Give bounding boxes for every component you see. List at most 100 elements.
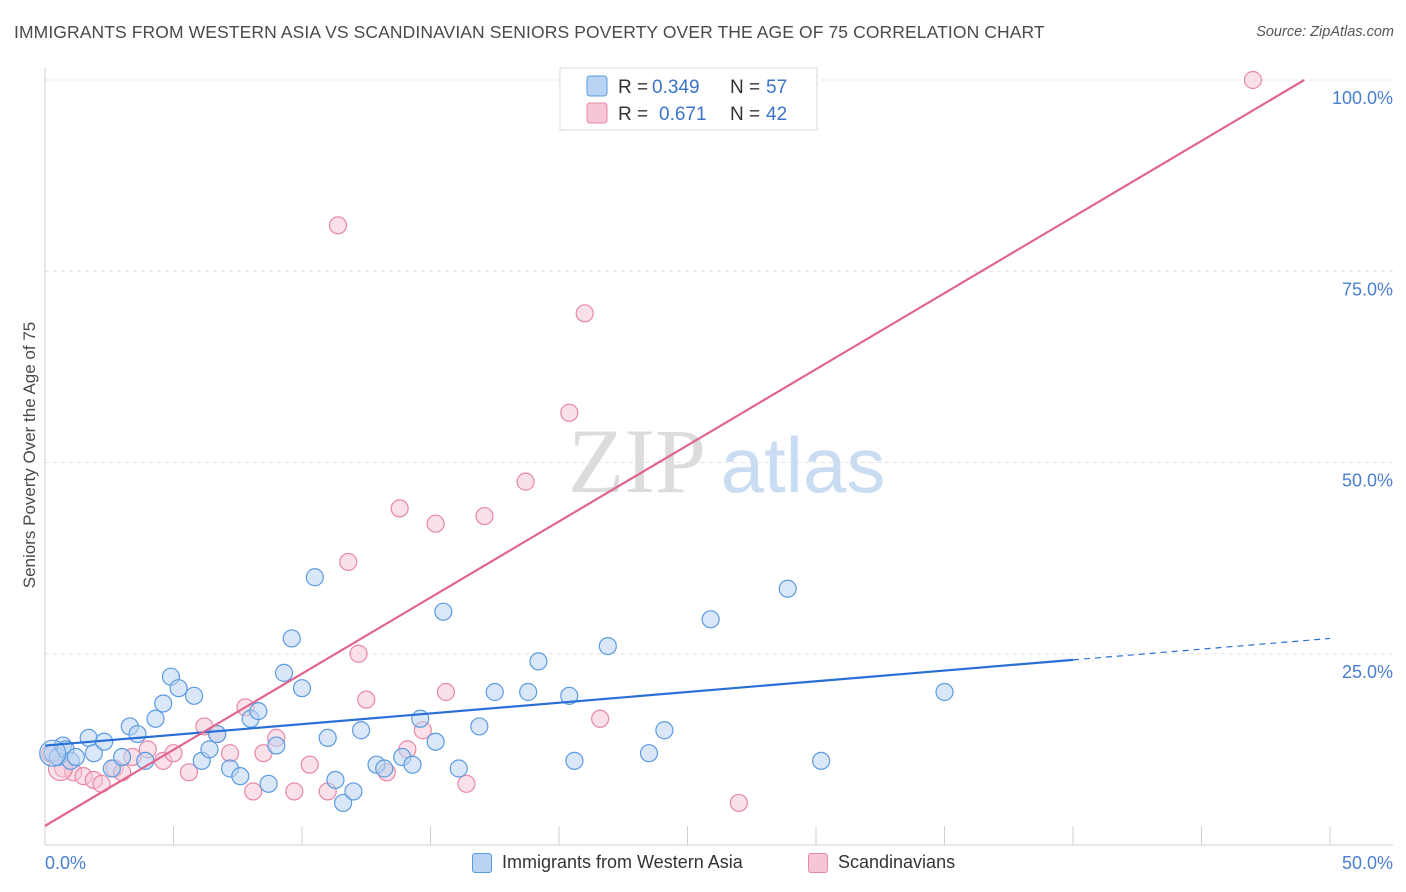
western-asia-point — [231, 767, 250, 786]
western-asia-point — [200, 740, 219, 759]
scandinavians-point — [575, 304, 594, 323]
scandinavians-point — [300, 755, 319, 774]
western-asia-point — [655, 721, 674, 740]
western-asia-point — [146, 709, 165, 728]
x-tick-labels: 0.0% 50.0% — [45, 853, 1393, 873]
legend-label-scandinavians: Scandinavians — [838, 852, 956, 872]
western-asia-point — [112, 747, 132, 767]
scandinavians-point — [436, 682, 456, 702]
scandinavians-point — [457, 774, 476, 793]
western-asia-point — [560, 686, 579, 705]
y-tick-labels: 100.0% 75.0% 50.0% 25.0% — [1332, 88, 1393, 682]
y-tick-label-75: 75.0% — [1342, 279, 1393, 299]
western-asia-point — [249, 702, 268, 721]
scandinavians-point — [516, 472, 535, 491]
western-asia-trend-extension — [1072, 637, 1331, 661]
western-asia-point — [470, 717, 489, 736]
source-label: Source: ZipAtlas.com — [1256, 24, 1394, 40]
western-asia-point — [565, 751, 584, 770]
legend-n-label-blue: N = — [730, 77, 760, 98]
scandinavians-point — [390, 499, 409, 518]
scandinavians-point — [349, 644, 368, 663]
chart-title: IMMIGRANTS FROM WESTERN ASIA VS SCANDINA… — [14, 22, 1045, 42]
scandinavians-point — [339, 552, 358, 572]
y-tick-label-100: 100.0% — [1332, 88, 1393, 108]
western-asia-point — [274, 663, 294, 682]
western-asia-point — [102, 759, 121, 778]
legend-box: R = 0.349 N = 57 R = 0.671 N = 42 — [559, 67, 818, 131]
western-asia-point — [375, 759, 394, 778]
western-asia-point — [426, 732, 445, 751]
scandinavians-point — [220, 744, 240, 763]
bottom-legend: Immigrants from Western Asia Scandinavia… — [0, 848, 1406, 880]
western-asia-point — [267, 736, 286, 755]
legend-n-label-pink: N = — [730, 104, 760, 125]
x-tick-label-min: 0.0% — [45, 853, 86, 873]
western-asia-point — [434, 602, 453, 621]
western-asia-point — [259, 774, 278, 793]
grid-lines — [45, 79, 1393, 655]
watermark-atlas: atlas — [721, 421, 886, 509]
scandinavians-point — [164, 744, 183, 763]
western-asia-point — [449, 759, 468, 778]
scandinavians-point — [1243, 70, 1263, 90]
watermark-zip: ZIP — [568, 410, 706, 512]
legend-item-scandinavians[interactable]: Scandinavians — [808, 852, 955, 873]
western-asia-point — [128, 724, 147, 744]
western-asia-point — [326, 770, 345, 790]
scandinavians-point — [328, 216, 348, 235]
western-asia-trend-line — [44, 658, 1074, 747]
western-asia-point — [292, 679, 312, 698]
western-asia-point — [519, 682, 538, 702]
western-asia-point — [485, 682, 504, 702]
western-asia-point — [184, 686, 204, 705]
scandinavians-point — [475, 506, 494, 526]
western-asia-point — [84, 744, 103, 763]
scandinavians-point — [591, 709, 610, 728]
y-tick-label-50: 50.0% — [1342, 471, 1393, 491]
western-asia-point — [529, 652, 548, 671]
western-asia-point — [403, 755, 422, 774]
legend-label-western-asia: Immigrants from Western Asia — [502, 852, 743, 872]
western-asia-point — [66, 747, 85, 767]
legend-r-value-blue: 0.349 — [652, 77, 700, 98]
western-asia-point — [935, 682, 954, 702]
western-asia-point — [318, 728, 337, 748]
legend-swatch-blue — [586, 75, 608, 97]
legend-n-value-pink: 42 — [766, 104, 787, 125]
scandinavians-point — [357, 690, 376, 709]
axes — [44, 68, 1393, 846]
legend-swatch-pink — [586, 102, 608, 124]
scandinavians-point — [285, 782, 304, 801]
western-asia-point — [352, 721, 371, 740]
western-asia-point — [701, 610, 720, 629]
x-tick-label-max: 50.0% — [1342, 853, 1393, 873]
legend-r-label-pink: R = — [618, 104, 648, 125]
western-asia-point — [639, 744, 659, 763]
western-asia-point — [305, 568, 324, 587]
legend-item-western-asia[interactable]: Immigrants from Western Asia — [472, 852, 743, 873]
western-asia-point — [344, 782, 363, 801]
scandinavians-point — [426, 514, 445, 533]
legend-n-value-blue: 57 — [766, 77, 787, 98]
legend-r-value-pink: 0.671 — [659, 104, 707, 125]
western-asia-point — [812, 751, 831, 770]
western-asia-point — [334, 793, 353, 813]
scandinavians-point — [560, 403, 579, 422]
watermark: ZIP atlas — [568, 410, 885, 512]
western-asia-point — [282, 629, 301, 648]
scandinavians-point — [244, 782, 263, 801]
western-asia-point — [598, 636, 617, 656]
legend-r-label-blue: R = — [618, 77, 648, 98]
western-asia-point — [778, 579, 797, 598]
legend-swatch-scandinavians — [808, 852, 828, 873]
legend-swatch-western-asia — [472, 852, 492, 873]
western-asia-point — [169, 679, 188, 698]
trend-lines — [44, 79, 1331, 827]
western-asia-point — [154, 694, 173, 713]
y-tick-label-25: 25.0% — [1342, 662, 1393, 682]
scandinavians-point — [729, 793, 749, 813]
western-asia-points — [39, 568, 954, 813]
western-asia-point — [39, 739, 67, 767]
